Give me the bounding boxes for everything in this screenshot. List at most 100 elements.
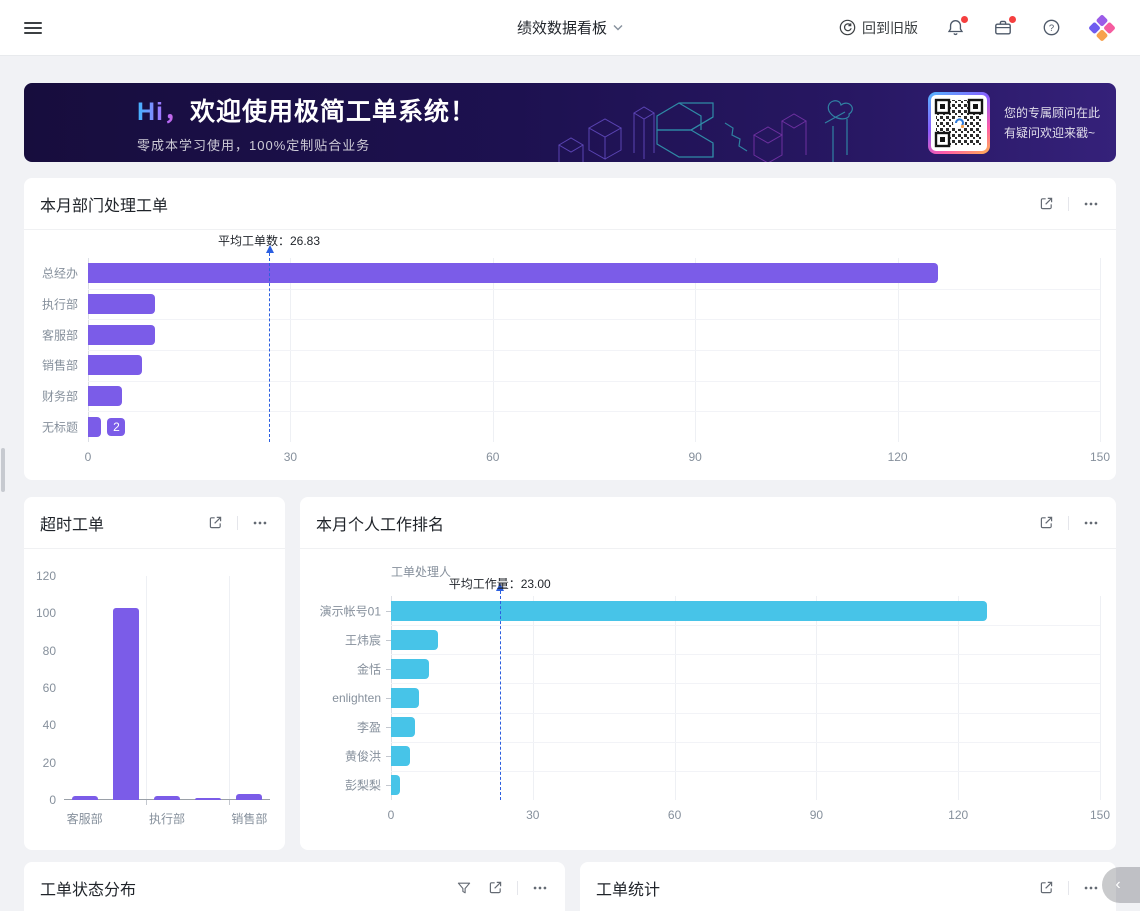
banner-subtitle: 零成本学习使用，100%定制贴合业务	[137, 137, 371, 153]
bar-无标题[interactable]	[88, 416, 102, 437]
x-axis-tick-label: 60	[667, 808, 682, 822]
help-icon: ?	[1043, 19, 1059, 36]
bar-财务部[interactable]	[88, 386, 122, 406]
workbench-dot	[1009, 15, 1016, 23]
category-label: 客服部	[66, 812, 103, 826]
card-personal-header: 本月个人工作排名	[300, 497, 1116, 549]
card-workorder-stats: 工单统计	[580, 862, 1116, 911]
category-label: enlighten	[332, 691, 381, 705]
bell-icon	[947, 19, 963, 36]
bar-enlighten[interactable]	[391, 688, 420, 708]
card-dept-header: 本月部门处理工单	[24, 178, 1116, 230]
bar-总经办[interactable]	[88, 263, 939, 284]
export-icon[interactable]	[206, 514, 224, 532]
average-line-arrow	[496, 583, 505, 591]
more-icon[interactable]	[531, 879, 549, 897]
x-axis-tick-label: 120	[887, 450, 908, 464]
category-label: 金恬	[356, 662, 381, 677]
collapse-panel-handle[interactable]: ‹	[1102, 867, 1140, 903]
bar-执行部[interactable]	[88, 294, 156, 314]
card-overtime: 超时工单 0 20 40 60 80 100 120 客服部 执行部 销售部	[24, 497, 285, 850]
menu-icon[interactable]	[24, 19, 42, 37]
bar-王炜宸[interactable]	[391, 629, 439, 650]
banner-greeting-rest: 欢迎使用极简工单系统！	[190, 97, 477, 126]
x-axis-tick-label: 150	[1089, 808, 1111, 822]
help-button[interactable]: ?	[1040, 17, 1062, 39]
top-navbar: 绩效数据看板 回到旧版	[0, 0, 1140, 56]
card-status-distribution: 工单状态分布	[24, 862, 565, 911]
row-gridline	[391, 625, 1100, 627]
dashboard-content: Hi，欢迎使用极简工单系统！ 零成本学习使用，100%定制贴合业务	[0, 83, 1140, 911]
bar-item-3[interactable]	[195, 798, 222, 800]
axis-tick	[386, 785, 391, 787]
more-icon[interactable]	[251, 514, 269, 532]
qr-code-image	[934, 98, 984, 147]
bar-item-1[interactable]	[112, 607, 139, 800]
rollback-button[interactable]: 回到旧版	[839, 18, 918, 38]
app-logo[interactable]	[1088, 14, 1116, 42]
y-axis-tick-label: 40	[42, 718, 56, 733]
bar-金恬[interactable]	[391, 658, 429, 679]
divider	[1068, 515, 1069, 530]
axis-tick	[386, 698, 391, 699]
category-label: 彭梨梨	[344, 778, 381, 793]
card-status-title: 工单状态分布	[40, 881, 137, 899]
row-gridline	[88, 350, 1100, 351]
x-axis-tick-label: 30	[526, 808, 540, 822]
row-gridline	[88, 288, 1100, 290]
axis-tick	[386, 668, 391, 670]
y-axis-tick-label: 0	[49, 793, 56, 807]
x-axis-labels: 0 30 60 90 120 150	[85, 450, 1110, 466]
axis-tick	[386, 610, 391, 612]
export-icon[interactable]	[1037, 514, 1055, 532]
chart-plot-area: 平均工作量：23.00	[386, 577, 1101, 800]
average-label: 平均工作量：23.00	[448, 577, 551, 591]
x-axis-tick-label: 90	[688, 450, 702, 464]
consultant-line2: 有疑问欢迎来戳~	[1003, 125, 1095, 140]
x-axis-tick-label: 60	[486, 450, 500, 464]
divider	[517, 880, 518, 895]
more-icon[interactable]	[1082, 879, 1100, 897]
notifications-button[interactable]	[944, 15, 968, 39]
bar-销售部[interactable]	[236, 794, 263, 800]
chevron-down-icon	[613, 25, 623, 31]
category-label: 无标题	[41, 420, 78, 435]
category-label: 执行部	[41, 297, 78, 312]
bar-客服部[interactable]	[71, 796, 98, 800]
category-axis-title: 工单处理人	[391, 565, 452, 579]
bar-销售部[interactable]	[88, 355, 142, 376]
logo-icon	[1089, 14, 1115, 41]
workbench-button[interactable]	[992, 15, 1016, 39]
x-axis-tick-label: 90	[809, 808, 824, 822]
gridline	[532, 596, 534, 800]
bar-客服部[interactable]	[88, 324, 156, 345]
category-label: 销售部	[231, 812, 268, 826]
briefcase-icon	[995, 20, 1011, 35]
category-label: 黄俊洪	[344, 749, 381, 764]
export-icon[interactable]	[486, 879, 504, 897]
export-icon[interactable]	[1037, 879, 1055, 897]
bar-执行部[interactable]	[154, 796, 180, 800]
category-label: 财务部	[41, 389, 78, 404]
more-icon[interactable]	[1082, 195, 1100, 213]
dashboard-title-dropdown[interactable]: 绩效数据看板	[517, 17, 623, 38]
axis-tick	[386, 756, 391, 758]
y-axis-tick-label: 20	[42, 755, 56, 770]
svg-text:?: ?	[1048, 23, 1053, 34]
y-axis-tick-label: 120	[35, 569, 56, 583]
row-gridline	[391, 683, 1100, 685]
card-dept-workorders: 本月部门处理工单 2 平均工单数：26.83 总经办 执行部 客服部 销售部 财务部 无标题 0…	[24, 178, 1116, 480]
more-icon[interactable]	[1082, 514, 1100, 532]
row-gridline	[391, 741, 1100, 743]
bar-黄俊洪[interactable]	[391, 746, 410, 767]
bar-演示帐号01[interactable]	[391, 600, 987, 621]
card-status-header: 工单状态分布	[24, 862, 565, 911]
page-scrollbar-thumb[interactable]	[1, 448, 5, 492]
category-labels: 客服部 执行部 销售部	[64, 810, 270, 826]
bar-李盈[interactable]	[391, 717, 415, 738]
bar-彭梨梨[interactable]	[391, 775, 401, 796]
filter-icon[interactable]	[455, 879, 473, 897]
x-axis-tick-label: 150	[1089, 450, 1111, 464]
axis-tick	[386, 727, 391, 729]
export-icon[interactable]	[1037, 195, 1055, 213]
